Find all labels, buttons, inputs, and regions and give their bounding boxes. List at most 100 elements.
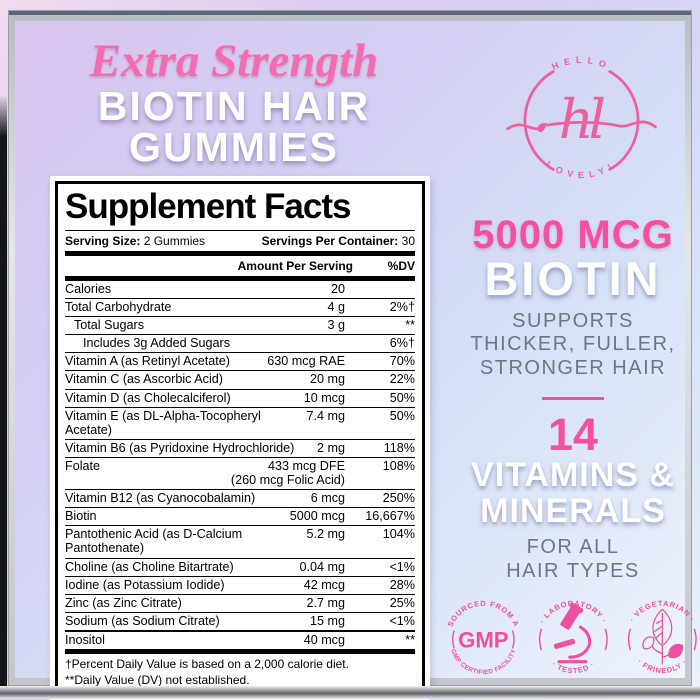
certification-badges: · SOURCED FROM A · GMP · GMP CERTIFIED F… xyxy=(439,595,700,684)
nutrient-daily-value: 250% xyxy=(382,491,415,506)
nutrient-amount: 42 mcg xyxy=(303,577,345,592)
logo-circle-left xyxy=(523,70,555,171)
header-script-line: Extra Strength xyxy=(89,35,379,87)
table-row: Total Sugars 3 g ** xyxy=(65,316,415,334)
nutrient-name: Folate xyxy=(65,458,101,473)
claim-sub-line1: SUPPORTS xyxy=(512,309,634,332)
table-row: Vitamin A (as Retinyl Acetate) 630 mcg R… xyxy=(65,352,415,370)
nutrient-amount: 5000 mcg xyxy=(289,509,345,524)
nutrient-name: Vitamin C (as Ascorbic Acid) xyxy=(65,372,223,387)
table-row: Pantothenic Acid (as D-Calcium Pantothen… xyxy=(65,525,415,557)
table-row: Sodium (as Sodium Citrate) 15 mg <1% xyxy=(65,611,415,630)
serving-size-value: 2 Gummies xyxy=(143,234,206,248)
nutrient-daily-value: 50% xyxy=(389,408,415,423)
table-row: Biotin 5000 mcg 16,667% xyxy=(65,507,415,525)
nutrient-name: Includes 3g Added Sugars xyxy=(83,336,231,351)
nutrient-name: Vitamin B12 (as Cyanocobalamin) xyxy=(65,491,256,506)
nutrient-daily-value: 50% xyxy=(389,390,415,405)
nutrient-daily-value: 70% xyxy=(389,354,415,369)
supplement-facts-title: Supplement Facts xyxy=(65,186,415,231)
brand-logo: HELLO LOVELY! hl xyxy=(506,55,657,180)
logo-text-lovely: LOVELY! xyxy=(545,159,619,180)
nutrient-name: Pantothenic Acid (as D-Calcium Pantothen… xyxy=(65,527,243,556)
servings-value: 30 xyxy=(401,234,415,248)
table-row: Vitamin B12 (as Cyanocobalamin) 6 mcg 25… xyxy=(65,489,415,507)
table-row: Vitamin D (as Cholecalciferol) 10 mcg 50… xyxy=(65,388,415,407)
claim-sub-line3: STRONGER HAIR xyxy=(479,357,667,380)
supplement-facts-box: Supplement Facts Serving Size: 2 Gummies… xyxy=(55,181,425,696)
column-header-amount: Amount Per Serving xyxy=(237,259,353,273)
table-row: Calories 20 xyxy=(65,281,415,298)
nutrient-name: Zinc (as Zinc Citrate) xyxy=(65,595,182,610)
nutrient-daily-value: 2%† xyxy=(389,300,415,315)
nutrient-amount: 7.4 mg xyxy=(306,408,345,423)
table-row: Total Carbohydrate 4 g 2%† xyxy=(65,298,415,316)
box-bottom-metallic-edge xyxy=(0,686,700,699)
badge-arc-left xyxy=(452,630,455,649)
table-row: Iodine (as Potassium Iodide) 42 mcg 28% xyxy=(65,575,415,594)
nutrient-daily-value: 22% xyxy=(389,372,415,387)
badge-arc-right xyxy=(511,630,515,649)
nutrient-amount: 5.2 mg xyxy=(306,527,345,542)
nutrient-amount: 433 mcg DFE (260 mcg Folic Acid) xyxy=(230,458,345,488)
nutrient-amount: 20 xyxy=(330,282,345,296)
badge-vegetarian-friendly: · VEGETARIAN · · FRINEDLY · xyxy=(628,599,698,676)
nutrient-name: Choline (as Choline Bitartrate) xyxy=(65,559,234,574)
logo-text-hello: HELLO xyxy=(550,55,612,72)
footnotes: †Percent Daily Value is based on a 2,000… xyxy=(65,648,415,688)
nutrient-name: Vitamin B6 (as Pyridoxine Hydrochloride) xyxy=(65,440,295,455)
supplement-facts-card: Supplement Facts Serving Size: 2 Gummies… xyxy=(50,176,430,700)
nutrient-amount: 15 mg xyxy=(309,613,345,628)
nutrient-name: Biotin xyxy=(65,509,97,524)
claim-14: 14 xyxy=(547,408,599,460)
servings-label: Servings Per Container: xyxy=(261,234,399,248)
column-header-spacer xyxy=(65,259,238,273)
brand-header: Extra Strength BIOTIN HAIR GUMMIES xyxy=(33,35,435,170)
claim-5000mcg: 5000 MCG xyxy=(472,213,674,257)
nutrient-daily-value: 104% xyxy=(382,527,415,542)
column-header-row: Amount Per Serving %DV xyxy=(65,256,415,276)
nutrient-name: Total Carbohydrate xyxy=(65,300,172,315)
column-header-dv: %DV xyxy=(387,259,415,273)
logo-swash xyxy=(506,120,657,133)
nutrient-amount: 40 mcg xyxy=(303,632,345,647)
microscope-icon xyxy=(553,602,591,664)
logo-circle-right xyxy=(608,70,640,171)
nutrient-name: Vitamin A (as Retinyl Acetate) xyxy=(65,354,230,369)
table-row: Vitamin E (as DL-Alpha-Tocopheryl Acetat… xyxy=(65,406,415,439)
count-sub-line2: HAIR TYPES xyxy=(506,559,640,582)
badge-arc-left xyxy=(628,628,632,651)
nutrient-daily-value: 6%† xyxy=(389,336,415,351)
table-row: Inositol 40 mcg ** xyxy=(65,629,415,649)
badge-arc-right xyxy=(693,628,698,651)
nutrient-amount: 4 g xyxy=(327,300,345,315)
pink-divider xyxy=(542,396,604,400)
product-title-line1: BIOTIN HAIR xyxy=(97,83,371,130)
claim-supports-text: SUPPORTS THICKER, FULLER, STRONGER HAIR xyxy=(439,310,700,381)
nutrient-amount: 630 mcg RAE xyxy=(267,354,345,369)
table-row: Includes 3g Added Sugars 6%† xyxy=(65,334,415,352)
nutrient-amount: 6 mcg xyxy=(310,491,345,506)
gmp-wordmark: GMP xyxy=(458,628,509,653)
nutrient-name: Calories xyxy=(65,282,112,296)
box-left-edge-shadow xyxy=(0,95,7,696)
table-row: Folate 433 mcg DFE (260 mcg Folic Acid) 1… xyxy=(65,456,415,489)
nutrient-name: Vitamin D (as Cholecalciferol) xyxy=(65,390,231,405)
count-sub-line1: FOR ALL xyxy=(526,536,620,559)
nutrient-name: Inositol xyxy=(65,632,105,647)
nutrient-daily-value: 16,667% xyxy=(365,509,415,524)
claim-hair-types-text: FOR ALL HAIR TYPES xyxy=(439,536,700,583)
table-row: Vitamin B6 (as Pyridoxine Hydrochloride)… xyxy=(65,438,415,457)
badge-arc-left xyxy=(538,628,542,651)
product-title-line2: GUMMIES xyxy=(129,123,339,170)
nutrient-amount: 3 g xyxy=(327,318,345,333)
nutrient-amount: 10 mcg xyxy=(303,390,345,405)
nutrient-daily-value: 25% xyxy=(389,595,415,610)
serving-size: Serving Size: 2 Gummies xyxy=(65,234,205,248)
logo-monogram: hl xyxy=(559,87,605,151)
badge-laboratory-tested: · LABORATORY · · TESTED · xyxy=(537,599,608,676)
nutrient-daily-value: <1% xyxy=(389,613,415,628)
table-row: Vitamin C (as Ascorbic Acid) 20 mg 22% xyxy=(65,370,415,388)
nutrient-amount: 0.04 mg xyxy=(299,559,345,574)
nutrient-daily-value: 108% xyxy=(382,458,415,473)
